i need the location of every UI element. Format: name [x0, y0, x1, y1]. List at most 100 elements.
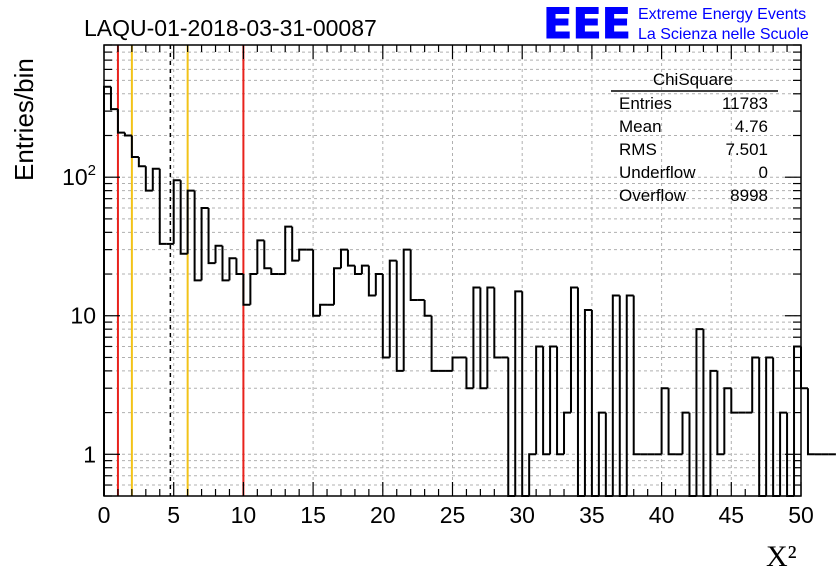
histogram-bin	[723, 387, 732, 455]
stats-entries-value: 11783	[722, 94, 768, 113]
histogram-bin	[800, 346, 808, 390]
x-tick-label: 35	[579, 502, 605, 528]
histogram-bin	[486, 286, 495, 389]
histogram-bin	[625, 294, 634, 496]
histogram-bin	[381, 274, 390, 359]
histogram-bin	[158, 168, 167, 245]
logo-line-1: Extreme Energy Events	[638, 6, 806, 23]
histogram-bin	[667, 388, 676, 456]
stats-mean-label: Mean	[619, 117, 662, 136]
histogram-bin	[298, 248, 307, 261]
histogram-bin	[556, 346, 565, 456]
x-tick-label: 45	[719, 502, 745, 528]
histogram-bin	[172, 179, 181, 244]
histogram-bin	[319, 303, 328, 316]
histogram-bin	[374, 273, 383, 296]
histogram-bin	[402, 248, 411, 371]
histogram-bin	[507, 357, 516, 497]
histogram-bin	[388, 259, 397, 358]
histogram-bin	[576, 287, 585, 497]
histogram-bin	[451, 356, 460, 371]
x-tick-label: 40	[649, 502, 675, 528]
histogram-bin	[472, 286, 481, 389]
stats-overflow-label: Overflow	[619, 186, 687, 205]
y-tick-label: 1	[83, 441, 96, 467]
histogram-bin	[312, 249, 321, 317]
histogram-bin	[339, 248, 348, 269]
x-tick-label: 20	[370, 502, 396, 528]
x-tick-label: 25	[440, 502, 466, 528]
histogram-bin	[563, 411, 571, 455]
histogram-bin	[583, 309, 592, 496]
histogram-bin	[779, 411, 788, 496]
stats-box: ChiSquare Entries 11783 Mean 4.76 RMS 7.…	[611, 70, 778, 205]
y-tick-label: 10	[70, 303, 96, 329]
histogram-bin	[137, 156, 146, 168]
histogram-bin	[263, 240, 272, 270]
histogram-bin	[793, 345, 801, 496]
histogram-bin	[235, 258, 244, 276]
histogram-bin	[214, 244, 223, 264]
histogram-bin	[730, 388, 739, 414]
x-axis-label: X²	[766, 540, 797, 572]
logo-mark: EEE	[543, 0, 631, 48]
histogram-bin	[611, 294, 620, 496]
histogram-bin	[228, 257, 237, 281]
histogram-bin	[291, 226, 300, 262]
histogram-bin	[765, 356, 774, 496]
stats-rms-value: 7.501	[725, 140, 768, 159]
histogram-bin	[409, 249, 418, 301]
stats-title: ChiSquare	[653, 70, 733, 89]
x-tick-label: 5	[167, 502, 180, 528]
histogram-bin	[549, 345, 558, 455]
histogram-bin	[806, 388, 815, 456]
histogram-bin	[618, 295, 627, 497]
histogram-bin	[103, 85, 111, 496]
histogram-bin	[479, 287, 488, 390]
histogram-bin	[758, 357, 767, 497]
x-tick-label: 15	[300, 502, 326, 528]
histogram-bin	[284, 225, 293, 275]
stats-underflow-value: 0	[759, 163, 768, 182]
x-tick-label: 50	[788, 502, 814, 528]
chart-title: LAQU-01-2018-03-31-00087	[84, 15, 377, 41]
eee-logo: EEE Extreme Energy Events La Scienza nel…	[543, 0, 809, 49]
histogram-bin	[144, 166, 153, 192]
histogram-bin	[514, 290, 523, 496]
histogram-bin	[709, 369, 718, 496]
stats-entries-label: Entries	[619, 94, 672, 113]
histogram-bin	[207, 207, 216, 265]
histogram-bin	[569, 286, 578, 413]
histogram-bin	[270, 268, 279, 276]
histogram-bin	[109, 86, 118, 111]
histogram-bin	[493, 287, 502, 359]
histogram-bin	[542, 346, 551, 456]
histogram-bin	[249, 273, 258, 305]
histogram-bin	[660, 387, 669, 455]
axis-ticks	[103, 44, 802, 497]
histogram-bin	[751, 356, 760, 413]
x-tick-label: 0	[98, 502, 111, 528]
histogram-bin	[716, 370, 725, 456]
stats-mean-value: 4.76	[735, 117, 768, 136]
stats-underflow-label: Underflow	[619, 163, 696, 182]
stats-overflow-value: 8998	[730, 186, 768, 205]
histogram-bin	[772, 357, 781, 497]
histogram-bin	[535, 345, 544, 455]
histogram-bin	[632, 295, 641, 456]
histogram-bin	[186, 189, 195, 254]
stats-rms-label: RMS	[619, 140, 657, 159]
histogram-bin	[597, 411, 606, 496]
histogram-bin	[430, 315, 439, 372]
histogram-bin	[200, 206, 209, 281]
histogram-bin	[123, 132, 132, 137]
histogram-bin	[346, 249, 355, 267]
x-tick-label: 10	[231, 502, 257, 528]
histogram-bin	[116, 109, 125, 134]
histogram-bin	[423, 299, 432, 317]
reference-lines	[116, 45, 245, 496]
histogram-bin	[528, 453, 537, 496]
histogram-bin	[353, 265, 362, 276]
histogram-bin	[367, 265, 376, 297]
